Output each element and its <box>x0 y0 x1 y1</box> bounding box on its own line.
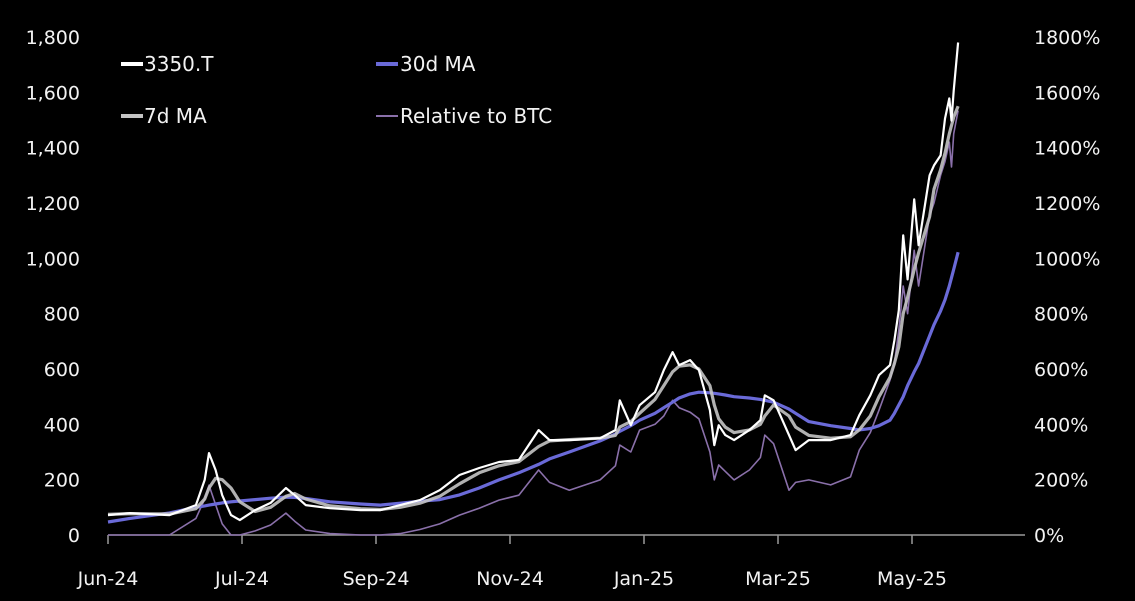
y-right-tick-label: 1200% <box>1034 193 1100 215</box>
y-axis-left: 0 200 400 600 800 1,000 1,200 1,400 1,600 1,800 <box>26 27 80 547</box>
x-tick-label: Mar-25 <box>745 568 811 590</box>
y-right-tick-label: 1000% <box>1034 248 1100 270</box>
y-left-tick-label: 800 <box>44 304 80 326</box>
legend-label-relative-btc: Relative to BTC <box>400 104 552 128</box>
x-tick-label: Nov-24 <box>476 568 544 590</box>
series-lines <box>107 42 960 536</box>
y-right-tick-label: 600% <box>1034 359 1088 381</box>
y-right-tick-label: 200% <box>1034 470 1088 492</box>
y-left-tick-label: 1,400 <box>26 138 80 160</box>
y-right-tick-label: 400% <box>1034 414 1088 436</box>
legend-label-30d-ma: 30d MA <box>400 52 476 76</box>
x-tick-label: May-25 <box>877 568 947 590</box>
series-line-7d-ma <box>107 105 960 516</box>
series-line-3350-t <box>107 42 960 522</box>
y-left-tick-label: 1,600 <box>26 82 80 104</box>
legend-item-relative-btc: Relative to BTC <box>376 104 552 128</box>
y-right-tick-label: 1800% <box>1034 27 1100 49</box>
y-right-tick-label: 1600% <box>1034 82 1100 104</box>
y-left-tick-label: 200 <box>44 470 80 492</box>
y-axis-right: 0% 200% 400% 600% 800% 1000% 1200% 1400% 1600% 18… <box>1034 27 1100 547</box>
y-right-tick-label: 1400% <box>1034 138 1100 160</box>
series-line-30d-ma <box>107 251 960 524</box>
legend-item-7d-ma: 7d MA <box>121 104 207 128</box>
y-left-tick-label: 1,000 <box>26 248 80 270</box>
y-right-tick-label: 800% <box>1034 304 1088 326</box>
y-left-tick-label: 600 <box>44 359 80 381</box>
x-tick-label: Jun-24 <box>77 568 139 590</box>
y-left-tick-label: 0 <box>68 525 80 547</box>
x-tick-label: Sep-24 <box>343 568 410 590</box>
legend-item-price: 3350.T <box>121 52 214 76</box>
legend-item-30d-ma: 30d MA <box>376 52 476 76</box>
legend-label-price: 3350.T <box>144 52 214 76</box>
legend-label-7d-ma: 7d MA <box>144 104 207 128</box>
y-left-tick-label: 400 <box>44 414 80 436</box>
y-left-tick-label: 1,200 <box>26 193 80 215</box>
legend: 3350.T 7d MA 30d MA Relative to BTC <box>121 52 552 128</box>
x-tick-label: Jul-24 <box>214 568 269 590</box>
x-axis: Jun-24 Jul-24 Sep-24 Nov-24 Jan-25 Mar-25 May-… <box>77 534 1025 590</box>
y-left-tick-label: 1,800 <box>26 27 80 49</box>
x-tick-label: Jan-25 <box>613 568 674 590</box>
y-right-tick-label: 0% <box>1034 525 1064 547</box>
